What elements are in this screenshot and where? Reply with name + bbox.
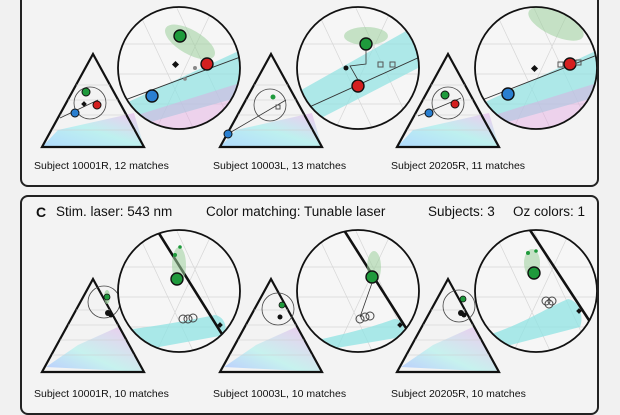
- zoom-circle-3: [474, 6, 597, 130]
- zoom-circle-c1: [117, 229, 241, 353]
- caption-c-3: Subject 20205R, 10 matches: [391, 388, 526, 400]
- caption-c-2: Subject 10003L, 10 matches: [213, 388, 347, 400]
- chromaticity-triangle-3: [395, 51, 501, 149]
- chromaticity-triangle-1: [40, 51, 146, 149]
- oz-label: Oz colors: 1: [513, 204, 586, 219]
- subjects-label: Subjects: 3: [428, 204, 495, 219]
- panel-header: C Stim. laser: 543 nm Color matching: Tu…: [36, 204, 587, 222]
- matching-label: Color matching: Tunable laser: [206, 204, 386, 219]
- panel-c: C Stim. laser: 543 nm Color matching: Tu…: [20, 195, 599, 415]
- zoom-circle-c3: [474, 229, 597, 353]
- chromaticity-triangle-c3: [395, 276, 501, 374]
- zoom-circle-1: [117, 6, 241, 130]
- caption-b-3: Subject 20205R, 11 matches: [391, 160, 526, 172]
- panel-letter: C: [36, 204, 47, 220]
- chromaticity-triangle-2: [218, 51, 324, 149]
- laser-label: Stim. laser: 543 nm: [56, 204, 173, 219]
- caption-c-1: Subject 10001R, 10 matches: [34, 388, 169, 400]
- caption-b-1: Subject 10001R, 12 matches: [34, 160, 169, 172]
- chromaticity-triangle-c2: [218, 276, 324, 374]
- chromaticity-triangle-c1: [40, 276, 146, 374]
- caption-b-2: Subject 10003L, 13 matches: [213, 160, 347, 172]
- zoom-circle-c2: [296, 229, 420, 353]
- panel-b: Subject 10001R, 12 matches Subject 10003…: [20, 0, 599, 187]
- zoom-circle-2: [296, 6, 420, 130]
